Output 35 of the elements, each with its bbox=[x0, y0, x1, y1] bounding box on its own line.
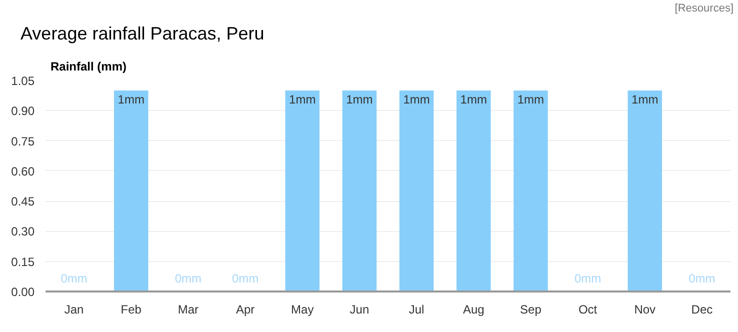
x-tick-label: May bbox=[291, 302, 314, 316]
x-tick-label: Jun bbox=[350, 302, 370, 316]
data-label: 1mm bbox=[289, 92, 316, 107]
y-tick-label: 0.30 bbox=[11, 224, 35, 239]
data-label: 1mm bbox=[346, 92, 373, 107]
y-tick-label: 0.60 bbox=[11, 164, 35, 178]
x-tick-label: Aug bbox=[462, 302, 484, 316]
data-label: 1mm bbox=[460, 92, 487, 107]
data-label: 1mm bbox=[118, 92, 144, 107]
data-label: 0mm bbox=[688, 272, 716, 286]
x-tick-label: Mar bbox=[178, 302, 199, 316]
data-label: 0mm bbox=[174, 272, 202, 286]
x-tick-label: Nov bbox=[634, 302, 656, 316]
y-tick-label: 0.15 bbox=[11, 254, 35, 269]
x-tick-label: Dec bbox=[691, 302, 713, 316]
y-tick-label: 0.90 bbox=[11, 104, 35, 118]
y-axis-title: Rainfall (mm) bbox=[50, 60, 127, 74]
data-label: 0mm bbox=[60, 272, 88, 286]
data-label: 1mm bbox=[517, 92, 544, 107]
x-tick-label: Jan bbox=[64, 302, 84, 316]
chart-title: Average rainfall Paracas, Peru bbox=[20, 24, 264, 44]
data-label: 0mm bbox=[574, 272, 602, 286]
text: [Resources] bbox=[674, 2, 734, 14]
y-tick-label: 1.05 bbox=[11, 74, 35, 88]
y-tick-label: 0.45 bbox=[11, 194, 35, 209]
y-tick-label: 0.00 bbox=[11, 285, 35, 299]
x-tick-label: Sep bbox=[520, 302, 542, 316]
data-label: 1mm bbox=[632, 92, 658, 107]
x-tick-label: Apr bbox=[236, 302, 255, 316]
data-label: 1mm bbox=[403, 92, 430, 107]
x-tick-label: Jul bbox=[408, 302, 424, 316]
y-tick-label: 0.75 bbox=[11, 134, 35, 148]
data-label: 0mm bbox=[232, 272, 259, 286]
x-tick-label: Feb bbox=[120, 302, 142, 316]
x-tick-label: Oct bbox=[578, 302, 598, 316]
